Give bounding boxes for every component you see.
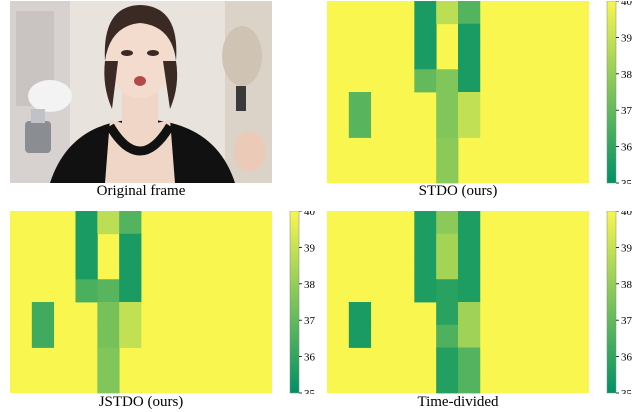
heatmap-cell-15 (348, 324, 372, 348)
heatmap-cell-2 (119, 211, 142, 235)
heatmap-cell-0 (414, 1, 437, 25)
original-frame-caption: Original frame (96, 183, 186, 199)
colorbar-tick-label: 38 (304, 279, 316, 291)
heatmap-cell-12 (348, 302, 372, 326)
colorbar-tick-label: 36 (304, 352, 316, 364)
heatmap-cell-5 (75, 256, 98, 280)
heatmap-cell-6 (414, 256, 437, 280)
colorbar-tick-label: 39 (621, 32, 633, 44)
heatmap-cell-7 (75, 279, 98, 303)
heatmap-cell-12 (458, 92, 481, 116)
heatmap-cell-1 (436, 1, 459, 25)
colorbar-tick-label: 38 (621, 69, 633, 81)
heatmap-cell-4 (458, 23, 481, 47)
heatmap-cell-5 (414, 46, 437, 70)
heatmap-jstdo: 35 36 37 38 39 40 (10, 211, 316, 394)
heatmap-cell-4 (436, 233, 459, 257)
colorbar-tick-label: 36 (621, 352, 633, 364)
colorbar-tick-label: 35 (621, 178, 633, 184)
heatmap-cell-15 (119, 324, 142, 348)
colorbar-tick-label: 40 (304, 211, 316, 218)
heatmap-cell-6 (119, 256, 142, 280)
heatmap-stdo: 35 36 37 38 39 40 (327, 1, 633, 184)
heatmap-cell-11 (97, 302, 120, 326)
heatmap-cell-14 (97, 324, 120, 348)
heatmap-cell-9 (119, 279, 142, 303)
colorbar-tick-label: 37 (621, 105, 633, 117)
heatmap-cell-1 (436, 211, 459, 235)
heatmap-cell-19 (458, 347, 481, 371)
heatmap-cell-7 (414, 69, 437, 93)
heatmap-cell-3 (75, 233, 98, 257)
heatmap-cell-17 (97, 370, 120, 394)
heatmap-cell-3 (414, 233, 437, 257)
heatmap-cell-0 (75, 211, 98, 235)
heatmap-cell-5 (458, 233, 481, 257)
colorbar (606, 1, 617, 184)
original-frame-image (10, 1, 272, 183)
heatmap-cell-17 (436, 160, 459, 184)
heatmap-cell-16 (436, 324, 459, 348)
colorbar-tick-label: 40 (621, 1, 633, 8)
heatmap-cell-0 (414, 211, 437, 235)
heatmap-time-divided: 35 36 37 38 39 40 (327, 211, 633, 394)
colorbar (606, 211, 617, 394)
original-frame-panel: Original frame (10, 1, 272, 199)
heatmap-panel-stdo: 35 36 37 38 39 40 STDO (ours) (327, 1, 639, 201)
colorbar-tick-label: 37 (304, 315, 316, 327)
colorbar-tick-label: 35 (621, 388, 633, 394)
heatmap-cell-15 (458, 114, 481, 138)
colorbar-tick-label: 35 (304, 388, 316, 394)
heatmap-cell-13 (31, 324, 55, 348)
heatmap-cell-13 (348, 114, 372, 138)
heatmap-cell-18 (436, 347, 459, 371)
colorbar-tick-label: 39 (304, 242, 316, 254)
heatmap-cell-11 (436, 92, 459, 116)
heatmap-cell-16 (436, 137, 459, 161)
heatmap-cell-17 (458, 324, 481, 348)
heatmap-cell-10 (436, 279, 459, 303)
heatmap-cell-8 (436, 69, 459, 93)
colorbar (289, 211, 300, 394)
heatmap-cell-7 (436, 256, 459, 280)
heatmap-cell-20 (436, 370, 459, 394)
colorbar-tick-label: 38 (621, 279, 633, 291)
heatmap-cell-3 (414, 23, 437, 47)
heatmap-cell-21 (458, 370, 481, 394)
heatmap-title-stdo: STDO (ours) (418, 183, 498, 199)
heatmap-cell-1 (97, 211, 120, 235)
heatmap-cell-14 (436, 114, 459, 138)
colorbar-tick-label: 40 (621, 211, 633, 218)
heatmap-cell-2 (458, 1, 481, 25)
heatmap-panel-jstdo: 35 36 37 38 39 40 JSTDO (ours) (10, 211, 322, 411)
colorbar-tick-label: 37 (621, 315, 633, 327)
heatmap-cell-11 (458, 279, 481, 303)
heatmap-cell-9 (458, 69, 481, 93)
heatmap-cell-9 (414, 279, 437, 303)
heatmap-cell-6 (458, 46, 481, 70)
heatmap-panel-time-divided: 35 36 37 38 39 40 Time-divided (327, 211, 639, 411)
heatmap-title-jstdo: JSTDO (ours) (98, 394, 184, 410)
heatmap-cell-2 (458, 211, 481, 235)
heatmap-cell-4 (119, 233, 142, 257)
heatmap-cell-13 (436, 302, 459, 326)
heatmap-cell-8 (97, 279, 120, 303)
heatmap-cell-10 (348, 92, 372, 116)
colorbar-tick-label: 39 (621, 242, 633, 254)
heatmap-cell-16 (97, 347, 120, 371)
colorbar-tick-label: 36 (621, 142, 633, 154)
heatmap-cell-12 (119, 302, 142, 326)
heatmap-cell-8 (458, 256, 481, 280)
heatmap-cell-14 (458, 302, 481, 326)
heatmap-cell-10 (31, 302, 55, 326)
heatmap-title-time-divided: Time-divided (417, 394, 499, 410)
